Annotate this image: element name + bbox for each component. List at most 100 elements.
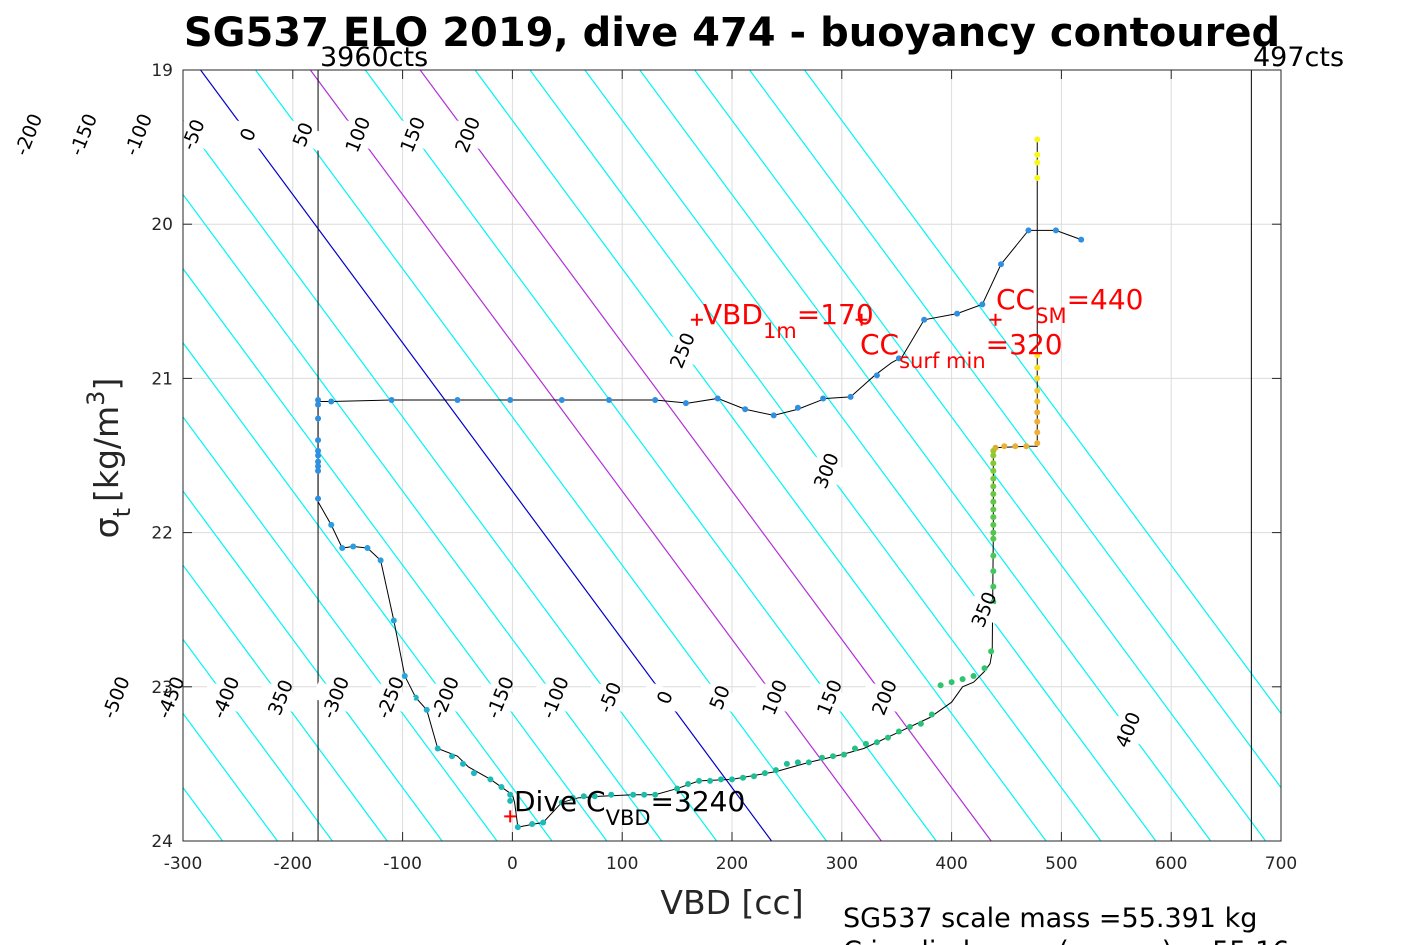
contour-label-bg: [279, 118, 328, 152]
data-point: [1078, 236, 1085, 243]
data-point: [449, 753, 456, 760]
data-point: [979, 301, 986, 308]
data-point: [1034, 174, 1041, 181]
data-point: [401, 673, 408, 680]
y-tick-label: 21: [151, 369, 173, 389]
data-point: [862, 740, 869, 747]
x-tick-label: -200: [274, 854, 313, 874]
y-axis-label: σt [kg/m3]: [82, 378, 136, 539]
divec-annotation: Dive CVBD=3240: [514, 785, 745, 830]
data-point: [507, 791, 514, 798]
data-point: [990, 452, 997, 459]
data-point: [1034, 440, 1041, 447]
data-point: [954, 310, 961, 317]
data-point: [718, 776, 725, 783]
contour-line: [693, 70, 1267, 841]
contour-label-bg: [696, 681, 744, 715]
plus-marker: [690, 313, 703, 326]
data-point: [1052, 227, 1059, 234]
data-point: [761, 770, 768, 777]
contour-label-bg: [476, 681, 525, 715]
data-point: [990, 491, 997, 498]
data-point: [990, 467, 997, 474]
data-point: [981, 665, 988, 672]
data-point: [714, 395, 721, 402]
data-point: [507, 797, 514, 804]
data-point: [652, 396, 659, 403]
chart-title: SG537 ELO 2019, dive 474 - buoyancy cont…: [184, 10, 1280, 56]
ccsm-sub: SM: [1035, 304, 1066, 328]
data-point: [606, 396, 613, 403]
data-point: [1034, 364, 1041, 371]
contour-label-bg: [60, 118, 108, 152]
data-point: [906, 723, 913, 730]
x-tick-label: 400: [935, 854, 967, 874]
data-point: [454, 396, 461, 403]
data-point: [696, 777, 703, 784]
data-point: [674, 785, 681, 792]
data-point: [794, 404, 801, 411]
y-axis-symbol: σ: [87, 517, 126, 538]
vbd1m-value: =170: [797, 298, 874, 331]
footer-line-2: C implied mass (approx) = 55.16: [843, 936, 1289, 945]
data-point: [328, 398, 335, 405]
data-point: [1034, 151, 1041, 158]
data-point: [558, 799, 565, 806]
data-point: [630, 791, 637, 798]
data-point: [580, 793, 587, 800]
vbd1m-annotation: VBD1m=170: [703, 298, 874, 343]
x-tick-label: 700: [1265, 854, 1297, 874]
data-point: [851, 745, 858, 752]
y-axis-units: [kg/m: [87, 406, 126, 502]
data-point: [434, 745, 441, 752]
data-point: [990, 552, 997, 559]
data-point: [873, 739, 880, 746]
data-point: [558, 396, 565, 403]
data-point: [830, 753, 837, 760]
contour-label-bg: [389, 118, 437, 152]
data-point: [990, 506, 997, 513]
data-point: [917, 720, 924, 727]
vbd1m-sub: 1m: [763, 319, 797, 343]
data-point: [315, 467, 322, 474]
data-point: [514, 824, 521, 831]
y-tick-label: 24: [151, 832, 173, 852]
data-point: [529, 821, 536, 828]
plus-marker: [989, 313, 1002, 326]
contour-label-bg: [861, 681, 909, 715]
data-point: [315, 463, 322, 470]
data-point: [750, 773, 757, 780]
y-tick-label: 22: [151, 524, 173, 544]
x-tick-label: 300: [826, 854, 858, 874]
data-point: [315, 437, 322, 444]
data-point: [1034, 409, 1041, 416]
contour-line: [803, 70, 1281, 715]
data-point: [805, 759, 812, 766]
ccsm-value: =440: [1067, 283, 1144, 316]
data-point: [1023, 443, 1030, 450]
data-point: [847, 393, 854, 400]
data-point: [998, 261, 1005, 268]
ccsurf-main: CC: [860, 328, 899, 361]
data-point: [739, 774, 746, 781]
red-markers: [504, 313, 1002, 823]
contour-label-bg: [641, 681, 690, 715]
data-point: [569, 794, 576, 801]
x-axis-label: VBD [cc]: [660, 883, 803, 922]
data-point: [840, 751, 847, 758]
divec-sub: VBD: [606, 806, 651, 830]
data-point: [350, 543, 357, 550]
x-ticks: -300 -200 -100 0 100 200 300 400 500 600 700: [164, 70, 1297, 874]
x-tick-label: 500: [1045, 854, 1077, 874]
data-point: [990, 475, 997, 482]
contour-label-bg: [806, 681, 854, 715]
y-tick-label: 20: [151, 215, 173, 235]
contour-label-bg: [224, 118, 273, 152]
ccsurf-sub: surf min: [899, 349, 986, 373]
data-point: [990, 514, 997, 521]
data-point: [988, 648, 995, 655]
x-tick-label: 100: [606, 854, 638, 874]
y-axis-subscript: t: [108, 508, 136, 517]
contour-label-bg: [114, 118, 163, 152]
data-point: [948, 679, 955, 686]
